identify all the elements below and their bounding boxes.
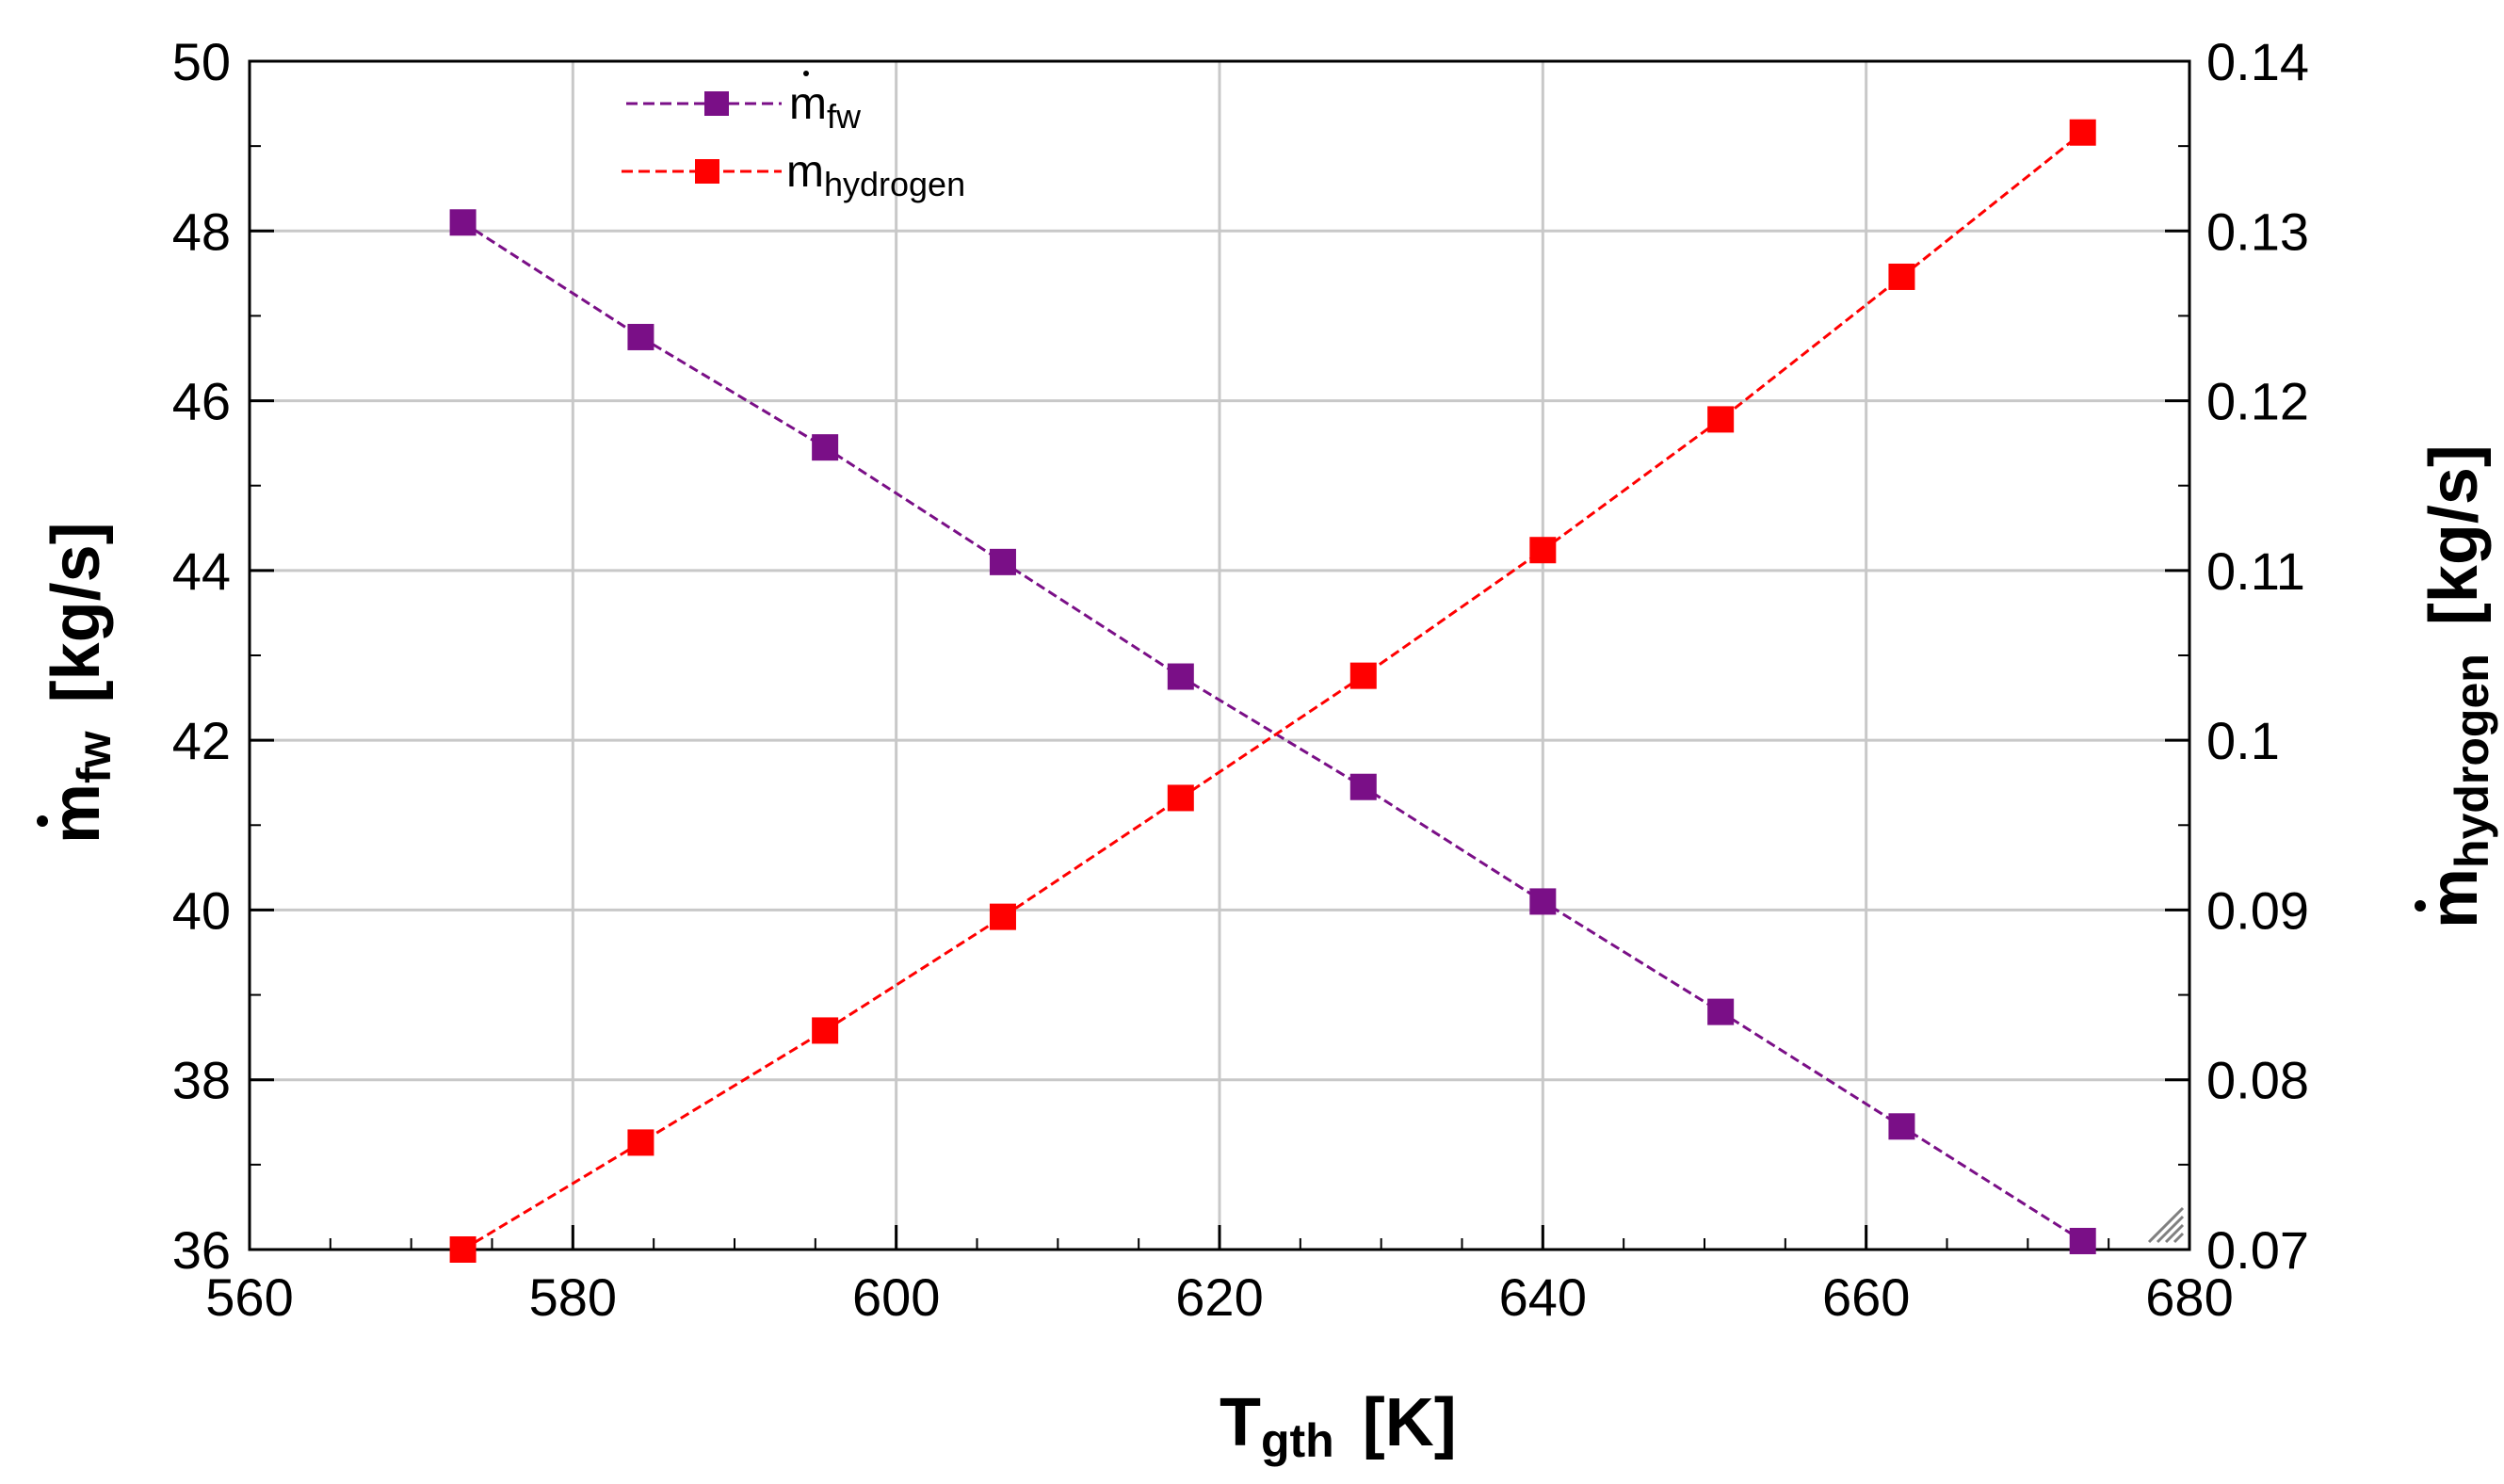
y-left-tick-label: 44: [172, 541, 231, 601]
legend-dot-m-fw: [803, 71, 809, 76]
data-point-m-hydrogen: [989, 903, 1016, 930]
y-right-tick-label: 0.09: [2206, 880, 2309, 940]
data-point-m-hydrogen: [449, 1236, 477, 1263]
resize-grip-icon[interactable]: [2147, 1206, 2185, 1244]
x-tick-label: 600: [852, 1267, 940, 1327]
y-axis-left-label: mfw[kg/s]: [37, 522, 121, 844]
svg-text:mfw[kg/s]: mfw[kg/s]: [39, 522, 121, 844]
data-point-m-fw: [449, 209, 477, 236]
y-right-tick-label: 0.13: [2206, 202, 2309, 261]
data-point-m-fw: [1529, 888, 1557, 915]
x-tick-label: 680: [2145, 1267, 2233, 1327]
y-left-tick-label: 50: [172, 32, 231, 91]
y-left-tick-label: 36: [172, 1220, 231, 1280]
y-right-tick-label: 0.08: [2206, 1051, 2309, 1110]
data-point-m-fw: [627, 323, 654, 350]
data-point-m-fw: [1349, 773, 1377, 800]
legend-entry-m-hydrogen: mhydrogen: [622, 147, 965, 203]
x-tick-label: 660: [1822, 1267, 1910, 1327]
data-point-m-hydrogen: [1349, 662, 1377, 689]
y-left-tick-label: 38: [172, 1051, 231, 1110]
x-tick-label: 620: [1175, 1267, 1263, 1327]
y-axis-left-dot: [37, 815, 48, 827]
data-point-m-fw: [2069, 1227, 2096, 1254]
y-left-tick-label: 46: [172, 372, 231, 431]
y-right-tick-label: 0.11: [2206, 541, 2305, 601]
y-right-tick-label: 0.1: [2206, 711, 2280, 770]
data-point-m-fw: [812, 434, 839, 461]
data-point-m-hydrogen: [1167, 784, 1194, 812]
y-left-tick-label: 42: [172, 711, 231, 770]
grid-lines: [250, 61, 2189, 1250]
y-left-tick-label: 40: [172, 880, 231, 940]
series-line-m-fw: [461, 221, 2084, 1243]
data-point-m-hydrogen: [812, 1017, 839, 1044]
data-point-m-fw: [1888, 1113, 1915, 1140]
x-tick-label: 580: [529, 1267, 617, 1327]
data-point-m-fw: [989, 548, 1016, 575]
series-line-m-hydrogen: [461, 131, 2084, 1251]
y-axis-right-dot: [2415, 900, 2426, 911]
data-point-m-hydrogen: [1707, 406, 1735, 433]
legend-marker-m-hydrogen: [695, 159, 719, 184]
plot-frame: [248, 59, 2191, 1251]
legend-label-m-fw: mfw: [789, 79, 862, 136]
svg-text:mhydrogen[kg/s]: mhydrogen[kg/s]: [2416, 444, 2498, 928]
svg-text:Tgth[K]: Tgth [K]: [1220, 1385, 1457, 1467]
data-point-m-hydrogen: [2069, 119, 2096, 146]
y-right-tick-label: 0.14: [2206, 32, 2309, 91]
y-right-tick-label: 0.07: [2206, 1220, 2309, 1280]
legend-label-m-hydrogen: mhydrogen: [786, 147, 965, 203]
x-tick-label: 640: [1499, 1267, 1587, 1327]
legend-entry-m-fw: mfw: [626, 71, 862, 136]
y-left-tick-label: 48: [172, 202, 231, 261]
y-right-tick-label: 0.12: [2206, 372, 2309, 431]
legend: mfw mhydrogen: [622, 71, 965, 203]
data-point-m-hydrogen: [1529, 537, 1557, 564]
data-point-m-fw: [1707, 998, 1735, 1025]
data-point-m-hydrogen: [1888, 263, 1915, 290]
tick-labels: 560 580 600 620 640 660 680 36 38 40 42 44 46 48 50 0.0…: [172, 32, 2309, 1327]
y-axis-right-label: mhydrogen[kg/s]: [2415, 444, 2498, 928]
data-point-m-hydrogen: [627, 1129, 654, 1156]
x-tick-label: 560: [205, 1267, 293, 1327]
legend-marker-m-fw: [704, 91, 729, 116]
x-axis-label: Tgth [K]: [1220, 1385, 1457, 1467]
series-layer: [449, 119, 2096, 1263]
data-point-m-fw: [1167, 663, 1194, 690]
